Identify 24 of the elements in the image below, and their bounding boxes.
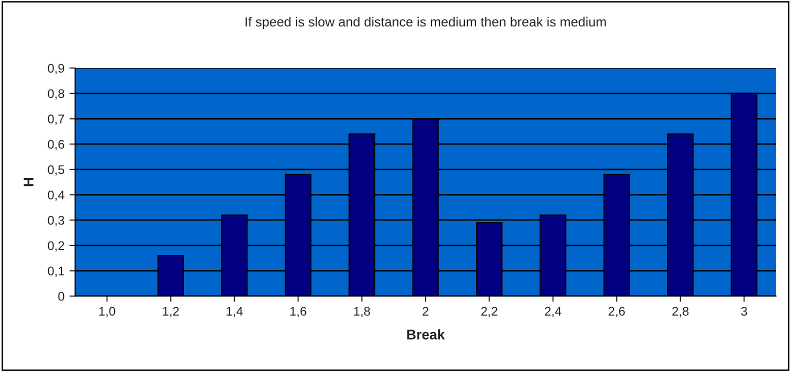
y-tick-label: 0,5 xyxy=(48,165,64,176)
x-tick-label: 1,6 xyxy=(290,306,306,318)
x-axis-title: Break xyxy=(407,329,445,340)
y-tick-label: 0,9 xyxy=(48,64,64,74)
x-tick-label: 2,8 xyxy=(672,306,689,318)
x-tick-label: 2 xyxy=(422,306,428,316)
y-tick-label: 0,4 xyxy=(48,190,64,201)
x-tick-label: 2,6 xyxy=(608,306,625,318)
chart-title: If speed is slow and distance is medium then break is medium xyxy=(246,16,606,30)
y-tick-label: 0,2 xyxy=(48,241,64,252)
x-tick-label: 2,2 xyxy=(481,306,498,318)
x-tick-label: 1,2 xyxy=(162,306,179,318)
y-tick-label: 0,6 xyxy=(48,140,64,150)
x-tick-label: 1,4 xyxy=(226,306,243,318)
x-tick-label: 2,4 xyxy=(544,306,562,318)
x-tick-label: 3 xyxy=(741,306,748,316)
y-tick-label: 0,8 xyxy=(48,89,64,100)
y-tick-label: 0 xyxy=(58,292,64,301)
x-tick-label: 1,0 xyxy=(99,306,116,318)
y-tick-label: 0,3 xyxy=(48,216,64,226)
y-tick-label: 0,1 xyxy=(48,266,64,277)
y-tick-label: 0,7 xyxy=(48,114,64,125)
x-tick-label: 1,8 xyxy=(354,306,370,318)
y-axis-title: H xyxy=(24,178,34,186)
